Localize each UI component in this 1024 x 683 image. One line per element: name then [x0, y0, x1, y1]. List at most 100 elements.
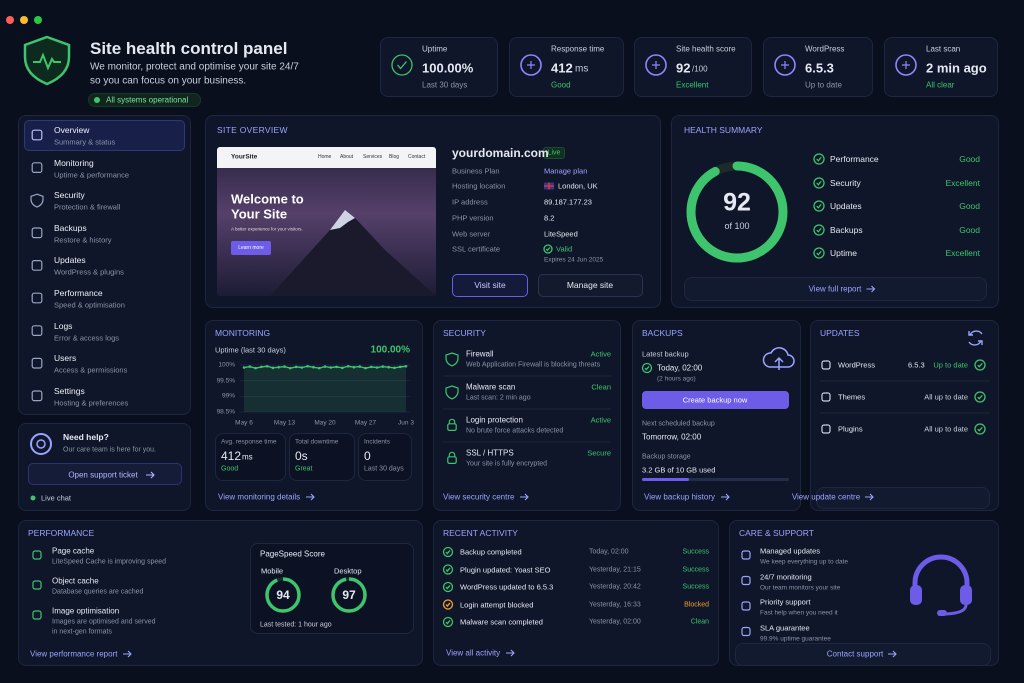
uptime-point — [248, 365, 252, 368]
stat-label: Response time — [551, 44, 605, 54]
security-title: Firewall — [466, 349, 494, 359]
support-button-text[interactable]: Open support ticket — [68, 470, 138, 480]
backup-button[interactable] — [642, 391, 789, 409]
panel-heading: HEALTH SUMMARY — [684, 125, 763, 135]
check-mark — [644, 366, 650, 371]
security-status: Active — [590, 349, 611, 359]
care-sub: Our team monitors your site — [760, 584, 841, 591]
stat-icon — [645, 54, 667, 76]
nav-title[interactable]: Monitoring — [54, 157, 94, 168]
arrow-icon — [123, 650, 132, 658]
monitor-stat — [215, 433, 286, 481]
link[interactable]: View performance report — [30, 649, 118, 659]
nav-active[interactable] — [24, 120, 185, 151]
nav-sub: Error & access logs — [54, 333, 120, 343]
nav-sub: Summary & status — [54, 137, 116, 147]
activity-text: Login attempt blocked — [460, 600, 534, 609]
link[interactable]: View monitoring details — [218, 492, 301, 502]
nav-title[interactable]: Updates — [54, 255, 86, 266]
uptime-point — [271, 366, 275, 370]
pagespeed-label: Mobile — [261, 566, 284, 576]
manage-button-text[interactable]: Manage site — [566, 280, 614, 290]
activity-time: Yesterday, 02:00 — [589, 618, 641, 626]
backup-label: Latest backup — [642, 349, 689, 359]
panel-heading: SITE OVERVIEW — [217, 125, 288, 135]
uptime-point — [375, 366, 379, 369]
uptime-point — [346, 364, 350, 368]
nav-title[interactable]: Performance — [54, 288, 103, 298]
link[interactable]: Contact support — [826, 649, 884, 659]
panel-heading: MONITORING — [215, 328, 271, 338]
nav-title[interactable]: Users — [54, 353, 77, 364]
link[interactable]: View full report — [808, 284, 862, 294]
backup-next: Tomorrow, 02:00 — [642, 432, 702, 442]
backup-button-text[interactable]: Create backup now — [682, 395, 748, 405]
activity-status: Clean — [690, 618, 709, 626]
page-title: Site health control panel — [90, 39, 288, 58]
security-sub: No brute force attacks detected — [466, 427, 564, 435]
stat-card — [763, 37, 873, 97]
health-item: Backups — [830, 225, 863, 235]
nav-title[interactable]: Settings — [54, 385, 85, 396]
link[interactable]: View backup history — [644, 492, 715, 502]
uptime-point — [387, 365, 390, 369]
stat-icon — [774, 54, 796, 76]
link[interactable]: View security centre — [443, 492, 515, 502]
monitor-stat-sub: Great — [295, 465, 313, 473]
stat-label: WordPress — [805, 44, 845, 54]
mountain-snow — [330, 210, 355, 230]
manage-button[interactable] — [538, 274, 643, 297]
shield-icon — [445, 352, 459, 367]
nav-title[interactable]: Overview — [54, 125, 90, 135]
chat-text[interactable]: Live chat — [41, 493, 72, 503]
check-icon — [974, 423, 986, 435]
preview-nav — [217, 147, 436, 168]
care-sub: We keep everything up to date — [760, 558, 849, 566]
item-icon — [31, 357, 43, 369]
nav-title[interactable]: Security — [54, 190, 85, 201]
panel-heading: SECURITY — [443, 328, 486, 338]
monitor-stat-value: 0s — [295, 449, 308, 463]
nav-title[interactable]: Backups — [54, 222, 87, 233]
activity-time: Today, 02:00 — [589, 548, 629, 556]
sidebar-nav — [18, 115, 191, 415]
support-button[interactable] — [28, 463, 182, 485]
care-title: Priority support — [760, 597, 811, 607]
info-value[interactable]: Manage plan — [544, 166, 588, 176]
shield-icon — [30, 193, 44, 208]
info-label: Business Plan — [452, 166, 500, 176]
uptime-point — [294, 365, 298, 369]
activity-text: Backup completed — [460, 547, 522, 557]
security-sub: Web Application Firewall is blocking thr… — [466, 361, 601, 369]
care-sub: Fast help when you need it — [760, 609, 838, 617]
activity-status: Success — [682, 583, 709, 591]
uptime-point — [352, 365, 356, 369]
link-box[interactable] — [735, 643, 991, 666]
security-status: Clean — [591, 382, 611, 392]
uptime-point — [288, 366, 292, 370]
item-icon — [741, 550, 751, 560]
update-name: Plugins — [838, 424, 863, 434]
logo-shield — [23, 35, 71, 86]
uptime-point — [398, 365, 402, 369]
arrow-icon — [520, 493, 529, 501]
backup-latest: Today, 02:00 — [657, 363, 703, 373]
item-icon — [741, 575, 751, 586]
stat-value: 100.00% — [422, 60, 474, 76]
link[interactable]: View update centre — [791, 492, 861, 502]
shield-icon — [445, 385, 459, 400]
uptime-point — [335, 365, 338, 369]
visit-button[interactable] — [452, 274, 528, 297]
update-status: Up to date — [933, 360, 968, 370]
visit-button-text[interactable]: Visit site — [474, 280, 506, 290]
headset — [912, 554, 970, 595]
security-title: Malware scan — [466, 382, 516, 392]
ring-arc — [331, 577, 367, 613]
link-box[interactable] — [816, 487, 990, 509]
check-icon — [813, 153, 825, 165]
info-label: SSL certificate — [452, 244, 501, 254]
link[interactable]: View all activity — [446, 648, 501, 658]
link-box[interactable] — [684, 277, 987, 301]
arrow-icon — [866, 285, 876, 293]
nav-title[interactable]: Logs — [54, 320, 73, 331]
